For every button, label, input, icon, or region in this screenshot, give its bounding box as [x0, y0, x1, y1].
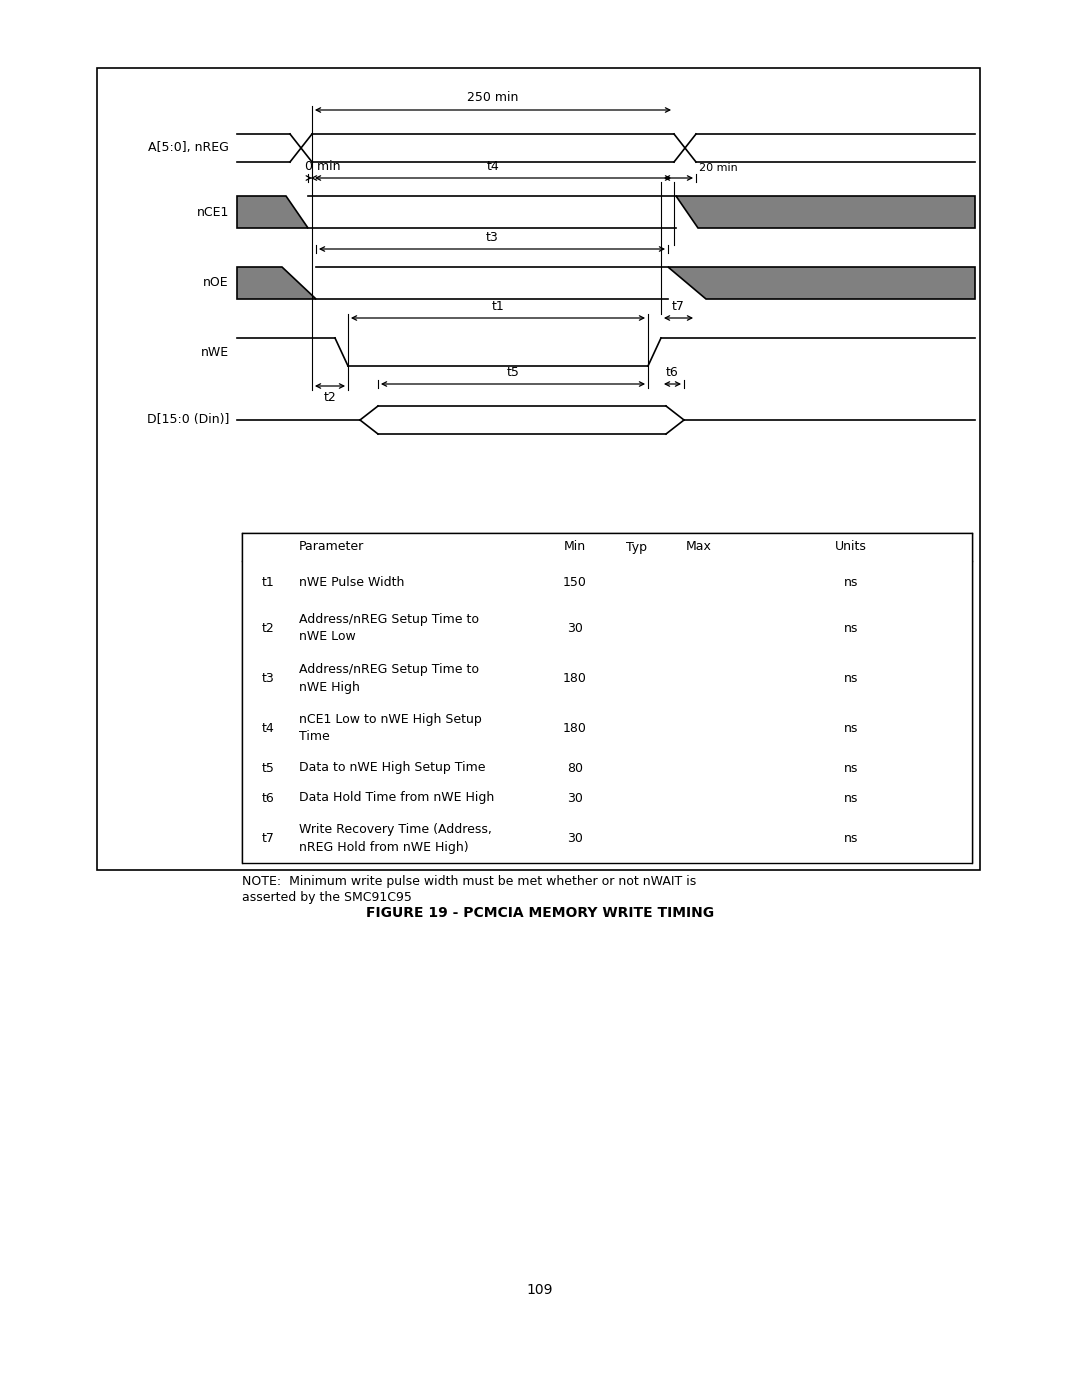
Text: Address/nREG Setup Time to: Address/nREG Setup Time to	[299, 662, 480, 676]
Text: ns: ns	[843, 672, 859, 685]
Text: nWE Pulse Width: nWE Pulse Width	[299, 576, 404, 588]
Text: ns: ns	[843, 622, 859, 634]
Text: 30: 30	[567, 831, 583, 845]
Text: Min: Min	[564, 541, 586, 553]
Text: t2: t2	[324, 391, 336, 404]
Text: ns: ns	[843, 576, 859, 588]
Text: nWE High: nWE High	[299, 680, 360, 693]
Text: 180: 180	[563, 721, 586, 735]
Text: Max: Max	[686, 541, 712, 553]
Text: ns: ns	[843, 792, 859, 805]
Text: asserted by the SMC91C95: asserted by the SMC91C95	[242, 891, 411, 904]
Text: Data to nWE High Setup Time: Data to nWE High Setup Time	[299, 761, 486, 774]
Text: 150: 150	[563, 576, 586, 588]
Text: 30: 30	[567, 792, 583, 805]
Polygon shape	[237, 267, 316, 299]
Text: A[5:0], nREG: A[5:0], nREG	[148, 141, 229, 155]
Text: 20 min: 20 min	[699, 163, 738, 173]
Text: t6: t6	[666, 366, 679, 379]
Polygon shape	[669, 267, 975, 299]
Text: t3: t3	[486, 231, 498, 244]
Bar	[242, 534, 972, 863]
Text: 180: 180	[563, 672, 586, 685]
Text: t3: t3	[261, 672, 274, 685]
Text: Typ: Typ	[626, 541, 648, 553]
Text: Data Hold Time from nWE High: Data Hold Time from nWE High	[299, 792, 495, 805]
Text: nWE: nWE	[201, 345, 229, 359]
Polygon shape	[676, 196, 975, 228]
Text: t5: t5	[507, 366, 519, 379]
Text: Write Recovery Time (Address,: Write Recovery Time (Address,	[299, 823, 491, 835]
Text: 0 min: 0 min	[305, 161, 340, 173]
Text: 109: 109	[527, 1282, 553, 1296]
Text: nCE1: nCE1	[197, 205, 229, 218]
Text: 80: 80	[567, 761, 583, 774]
Text: ns: ns	[843, 831, 859, 845]
Text: Parameter: Parameter	[299, 541, 364, 553]
Text: t4: t4	[261, 721, 274, 735]
Text: t5: t5	[261, 761, 274, 774]
Text: ns: ns	[843, 761, 859, 774]
Text: t4: t4	[487, 161, 499, 173]
Bar	[97, 68, 980, 870]
Text: Time: Time	[299, 731, 329, 743]
Text: nWE Low: nWE Low	[299, 630, 355, 644]
Text: FIGURE 19 - PCMCIA MEMORY WRITE TIMING: FIGURE 19 - PCMCIA MEMORY WRITE TIMING	[366, 907, 714, 921]
Text: D[15:0 (Din)]: D[15:0 (Din)]	[147, 414, 229, 426]
Text: Address/nREG Setup Time to: Address/nREG Setup Time to	[299, 612, 480, 626]
Text: 250 min: 250 min	[468, 91, 518, 103]
Text: t6: t6	[261, 792, 274, 805]
Text: t1: t1	[261, 576, 274, 588]
Text: NOTE:  Minimum write pulse width must be met whether or not nWAIT is: NOTE: Minimum write pulse width must be …	[242, 875, 697, 888]
Text: 30: 30	[567, 622, 583, 634]
Text: Units: Units	[835, 541, 867, 553]
Text: nCE1 Low to nWE High Setup: nCE1 Low to nWE High Setup	[299, 712, 482, 725]
Text: t7: t7	[261, 831, 274, 845]
Text: t2: t2	[261, 622, 274, 634]
Text: nREG Hold from nWE High): nREG Hold from nWE High)	[299, 841, 469, 854]
Text: nOE: nOE	[203, 277, 229, 289]
Text: t7: t7	[672, 300, 685, 313]
Polygon shape	[237, 196, 308, 228]
Text: ns: ns	[843, 721, 859, 735]
Text: t1: t1	[491, 300, 504, 313]
